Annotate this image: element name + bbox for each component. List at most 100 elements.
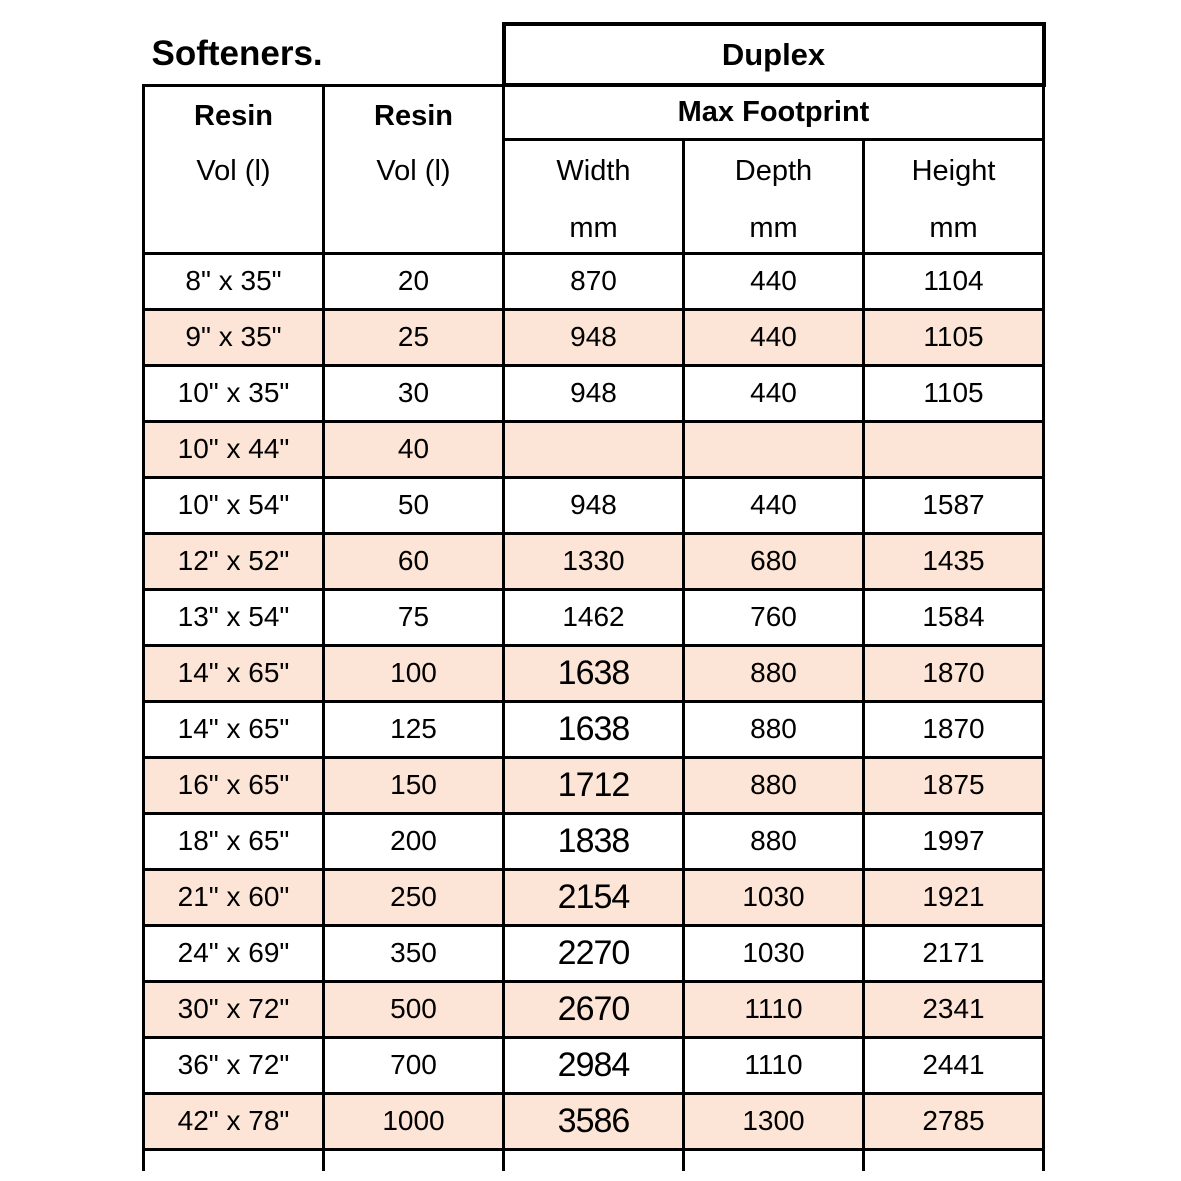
height-unit: mm (929, 211, 978, 244)
cell-size: 12" x 52" (142, 531, 325, 591)
cell-vol: 75 (322, 587, 505, 647)
cell-vol: 20 (322, 251, 505, 311)
duplex-header-cell: Duplex (501, 22, 1046, 87)
cell-width: 1638 (502, 643, 685, 703)
cell-width: 3586 (502, 1091, 685, 1151)
table-row: 10" x 44" 40 (142, 419, 1045, 479)
cell-width: 948 (502, 307, 685, 367)
cutoff-cell (862, 1147, 1045, 1171)
cell-size: 14" x 65" (142, 643, 325, 703)
resin-unit-label: Vol (l) (196, 154, 271, 187)
cell-vol: 150 (322, 755, 505, 815)
cell-height: 2441 (862, 1035, 1045, 1095)
cell-height: 1587 (862, 475, 1045, 535)
cutoff-cell (142, 1147, 325, 1171)
cell-width: 948 (502, 363, 685, 423)
cell-height: 1921 (862, 867, 1045, 927)
cell-width: 1712 (502, 755, 685, 815)
cell-vol: 500 (322, 979, 505, 1039)
cell-depth: 880 (682, 699, 865, 759)
cell-depth: 880 (682, 643, 865, 703)
cell-depth: 880 (682, 811, 865, 871)
cell-width: 2984 (502, 1035, 685, 1095)
height-label: Height (911, 154, 996, 187)
cell-depth: 1030 (682, 923, 865, 983)
cell-height: 1105 (862, 363, 1045, 423)
cell-depth: 760 (682, 587, 865, 647)
cell-vol: 100 (322, 643, 505, 703)
width-label: Width (556, 154, 631, 187)
cell-height: 1105 (862, 307, 1045, 367)
cell-depth: 440 (682, 363, 865, 423)
table-row: 18" x 65" 200 1838 880 1997 (142, 811, 1045, 871)
cell-width: 948 (502, 475, 685, 535)
table-row: 9" x 35" 25 948 440 1105 (142, 307, 1045, 367)
width-header-cell: Width mm (502, 137, 685, 255)
cell-size: 10" x 35" (142, 363, 325, 423)
header-row-duplex: Softeners. Duplex (143, 22, 1046, 87)
resin-label: Resin (194, 99, 273, 132)
table-row: 30" x 72" 500 2670 1110 2341 (142, 979, 1045, 1039)
table-row: 14" x 65" 125 1638 880 1870 (142, 699, 1045, 759)
cell-depth: 880 (682, 755, 865, 815)
softener-table: Softeners. Duplex Resin Vol (l) Resin Vo… (142, 22, 1046, 1171)
cell-vol: 50 (322, 475, 505, 535)
cell-size: 18" x 65" (142, 811, 325, 871)
cutoff-row (142, 1147, 1045, 1171)
resin-label: Resin (374, 99, 453, 132)
cell-width: 2270 (502, 923, 685, 983)
max-footprint-header-cell: Max Footprint (502, 83, 1045, 141)
cell-size: 30" x 72" (142, 979, 325, 1039)
resin-vol-header-1: Resin Vol (l) (142, 83, 325, 255)
width-unit: mm (569, 211, 618, 244)
cell-size: 14" x 65" (142, 699, 325, 759)
cell-size: 42" x 78" (142, 1091, 325, 1151)
cell-width: 1638 (502, 699, 685, 759)
cell-width: 2670 (502, 979, 685, 1039)
cell-depth (682, 419, 865, 479)
cell-vol: 250 (322, 867, 505, 927)
cell-size: 24" x 69" (142, 923, 325, 983)
cell-height: 1104 (862, 251, 1045, 311)
depth-unit: mm (749, 211, 798, 244)
depth-header-cell: Depth mm (682, 137, 865, 255)
cell-width: 1838 (502, 811, 685, 871)
page-title: Softeners. (151, 33, 323, 73)
cell-width: 2154 (502, 867, 685, 927)
cell-width (502, 419, 685, 479)
cell-depth: 440 (682, 251, 865, 311)
cell-vol: 125 (322, 699, 505, 759)
table-row: 10" x 35" 30 948 440 1105 (142, 363, 1045, 423)
cell-height: 1435 (862, 531, 1045, 591)
cell-size: 10" x 54" (142, 475, 325, 535)
cell-height: 2341 (862, 979, 1045, 1039)
cell-depth: 440 (682, 307, 865, 367)
cell-height: 1870 (862, 699, 1045, 759)
table-row: 14" x 65" 100 1638 880 1870 (142, 643, 1045, 703)
cell-height (862, 419, 1045, 479)
cell-depth: 1030 (682, 867, 865, 927)
table-row: 8" x 35" 20 870 440 1104 (142, 251, 1045, 311)
table-row: 16" x 65" 150 1712 880 1875 (142, 755, 1045, 815)
resin-vol-header-2: Resin Vol (l) (322, 83, 505, 255)
header-row-dimensions: Width mm Depth mm Height mm (144, 137, 1045, 255)
cell-depth: 680 (682, 531, 865, 591)
cutoff-cell (682, 1147, 865, 1171)
table-row: 12" x 52" 60 1330 680 1435 (142, 531, 1045, 591)
cell-size: 36" x 72" (142, 1035, 325, 1095)
cell-vol: 700 (322, 1035, 505, 1095)
cell-size: 13" x 54" (142, 587, 325, 647)
cell-width: 1330 (502, 531, 685, 591)
depth-label: Depth (734, 154, 813, 187)
cell-height: 1997 (862, 811, 1045, 871)
cell-depth: 1300 (682, 1091, 865, 1151)
cell-vol: 200 (322, 811, 505, 871)
cell-size: 21" x 60" (142, 867, 325, 927)
cell-vol: 30 (322, 363, 505, 423)
cell-size: 8" x 35" (142, 251, 325, 311)
header-row-maxfootprint: Resin Vol (l) Resin Vol (l) Max Footprin… (142, 83, 1045, 255)
resin-unit-label: Vol (l) (376, 154, 451, 187)
table-header: Softeners. Duplex Resin Vol (l) Resin Vo… (142, 22, 1046, 255)
table-row: 10" x 54" 50 948 440 1587 (142, 475, 1045, 535)
table-row: 36" x 72" 700 2984 1110 2441 (142, 1035, 1045, 1095)
